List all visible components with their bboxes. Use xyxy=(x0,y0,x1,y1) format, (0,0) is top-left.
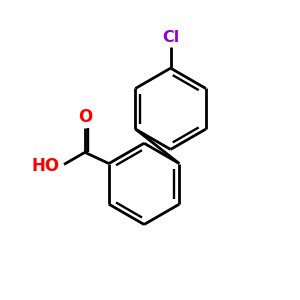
Text: O: O xyxy=(78,108,92,126)
Text: Cl: Cl xyxy=(162,31,179,46)
Text: HO: HO xyxy=(32,157,60,175)
